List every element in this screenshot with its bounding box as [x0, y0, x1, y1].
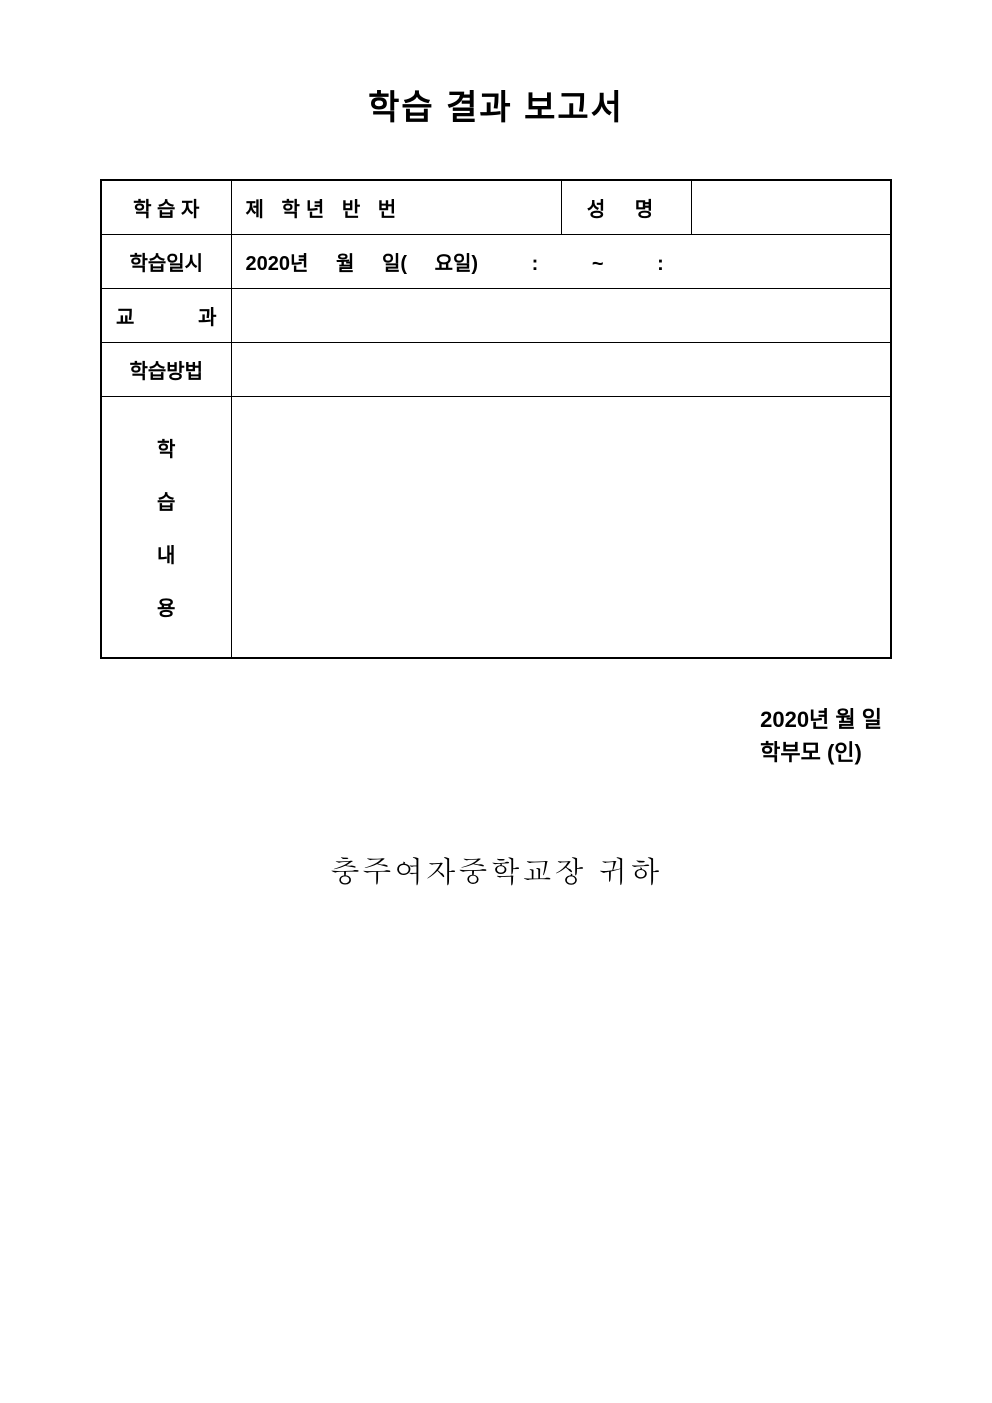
- name-label: 성 명: [561, 180, 691, 235]
- signature-parent: 학부모 (인): [760, 736, 882, 769]
- month-text: 월: [336, 253, 354, 275]
- row-content: 학 습 내 용: [101, 397, 891, 659]
- content-label: 학 습 내 용: [101, 397, 231, 659]
- row-method: 학습방법: [101, 343, 891, 397]
- content-char-3: 내: [116, 539, 217, 568]
- datetime-value: 2020년 월 일( 요일) : ~ :: [231, 235, 891, 289]
- method-value: [231, 343, 891, 397]
- method-label: 학습방법: [101, 343, 231, 397]
- signature-date: 2020년 월 일: [760, 703, 882, 736]
- page-title: 학습 결과 보고서: [100, 80, 892, 129]
- content-char-2: 습: [116, 486, 217, 515]
- time-colon2: :: [657, 253, 664, 275]
- content-char-4: 용: [116, 592, 217, 621]
- subject-label: 교 과: [101, 289, 231, 343]
- learner-class-info: 제 학년 반 번: [231, 180, 561, 235]
- row-learner: 학 습 자 제 학년 반 번 성 명: [101, 180, 891, 235]
- content-char-1: 학: [116, 433, 217, 462]
- recipient-line: 충주여자중학교장 귀하: [100, 849, 892, 891]
- subject-value: [231, 289, 891, 343]
- content-body: [231, 397, 891, 659]
- time-colon1: :: [532, 253, 539, 275]
- report-form-table: 학 습 자 제 학년 반 번 성 명 학습일시 2020년 월 일( 요일) :…: [100, 179, 892, 659]
- row-datetime: 학습일시 2020년 월 일( 요일) : ~ :: [101, 235, 891, 289]
- weekday-text: 요일): [435, 253, 478, 275]
- datetime-label: 학습일시: [101, 235, 231, 289]
- learner-label: 학 습 자: [101, 180, 231, 235]
- row-subject: 교 과: [101, 289, 891, 343]
- year-text: 2020년: [246, 253, 309, 275]
- name-value: [691, 180, 891, 235]
- time-tilde: ~: [592, 253, 604, 275]
- day-text: 일(: [382, 253, 407, 275]
- signature-block: 2020년 월 일 학부모 (인): [100, 703, 892, 769]
